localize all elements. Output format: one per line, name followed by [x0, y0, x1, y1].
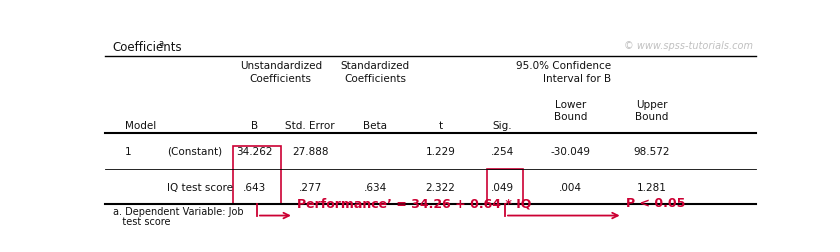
Bar	[487, 169, 523, 204]
Text: a. Dependent Variable: Job: a. Dependent Variable: Job	[113, 207, 244, 217]
Text: Coefficients: Coefficients	[113, 41, 182, 54]
Bar	[234, 146, 281, 204]
Text: a: a	[159, 39, 164, 48]
Text: .634: .634	[364, 182, 386, 193]
Text: Performance’ = 34.26 + 0.64 * IQ: Performance’ = 34.26 + 0.64 * IQ	[297, 197, 532, 210]
Text: Unstandardized
Coefficients: Unstandardized Coefficients	[239, 61, 322, 84]
Text: 2.322: 2.322	[425, 182, 455, 193]
Text: 98.572: 98.572	[633, 147, 670, 157]
Text: .643: .643	[243, 182, 266, 193]
Text: .277: .277	[298, 182, 322, 193]
Text: Std. Error: Std. Error	[286, 121, 335, 132]
Text: Lower
Bound: Lower Bound	[554, 100, 587, 122]
Text: 34.262: 34.262	[237, 147, 273, 157]
Text: .004: .004	[559, 182, 582, 193]
Text: .049: .049	[491, 182, 514, 193]
Text: 1.229: 1.229	[425, 147, 455, 157]
Text: P < 0.05: P < 0.05	[626, 197, 685, 210]
Text: Model: Model	[124, 121, 155, 132]
Text: -30.049: -30.049	[550, 147, 591, 157]
Text: Upper
Bound: Upper Bound	[635, 100, 669, 122]
Text: 1.281: 1.281	[637, 182, 667, 193]
Text: t: t	[438, 121, 443, 132]
Text: 95.0% Confidence
Interval for B: 95.0% Confidence Interval for B	[517, 61, 612, 84]
Text: © www.spss-tutorials.com: © www.spss-tutorials.com	[624, 41, 753, 51]
Text: 27.888: 27.888	[291, 147, 328, 157]
Text: B: B	[251, 121, 258, 132]
Text: Standardized
Coefficients: Standardized Coefficients	[340, 61, 410, 84]
Text: test score: test score	[113, 216, 171, 227]
Text: .254: .254	[491, 147, 514, 157]
Text: (Constant): (Constant)	[167, 147, 222, 157]
Text: 1: 1	[124, 147, 131, 157]
Text: Sig.: Sig.	[492, 121, 512, 132]
Text: Beta: Beta	[363, 121, 387, 132]
Text: IQ test score: IQ test score	[167, 182, 233, 193]
